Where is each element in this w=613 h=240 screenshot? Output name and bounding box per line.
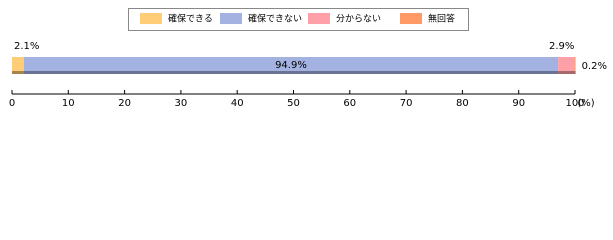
legend-label: 確保できない <box>248 13 302 25</box>
data-label: 2.1% <box>14 41 39 52</box>
chart: (%) 確保できる 確保できない 分からない 無回答 0 10 20 30 40 50 60 70 80… <box>9 8 607 109</box>
bar-segment <box>12 57 24 74</box>
x-tick-label: 20 <box>118 98 131 109</box>
x-tick-label: 90 <box>512 98 525 109</box>
x-tick-label: 70 <box>400 98 413 109</box>
bar-shadow <box>12 71 576 74</box>
data-label: 0.2% <box>582 61 607 72</box>
legend-box <box>128 8 469 31</box>
legend-label: 分からない <box>336 14 381 25</box>
x-tick-label: 60 <box>343 98 356 109</box>
legend-swatch <box>308 13 330 24</box>
data-label: 2.9% <box>549 41 574 52</box>
bar-segment <box>558 57 575 74</box>
x-tick-label: 30 <box>175 98 188 109</box>
legend-swatch <box>140 13 162 24</box>
x-tick-label: 40 <box>231 98 244 109</box>
x-tick-label: 10 <box>62 98 75 109</box>
data-label: 94.9% <box>275 60 307 71</box>
x-tick-label: 80 <box>456 98 469 109</box>
legend-swatch <box>220 13 242 24</box>
x-tick-label: 100 <box>565 98 584 109</box>
x-axis-label: (%) <box>577 98 594 109</box>
bar-segment <box>23 57 559 74</box>
legend-label: 無回答 <box>428 13 455 25</box>
x-tick-label: 0 <box>9 98 15 109</box>
legend-swatch <box>400 13 422 24</box>
bar-segment <box>574 57 576 74</box>
x-tick-label: 50 <box>287 98 300 109</box>
legend-label: 確保できる <box>168 13 213 25</box>
